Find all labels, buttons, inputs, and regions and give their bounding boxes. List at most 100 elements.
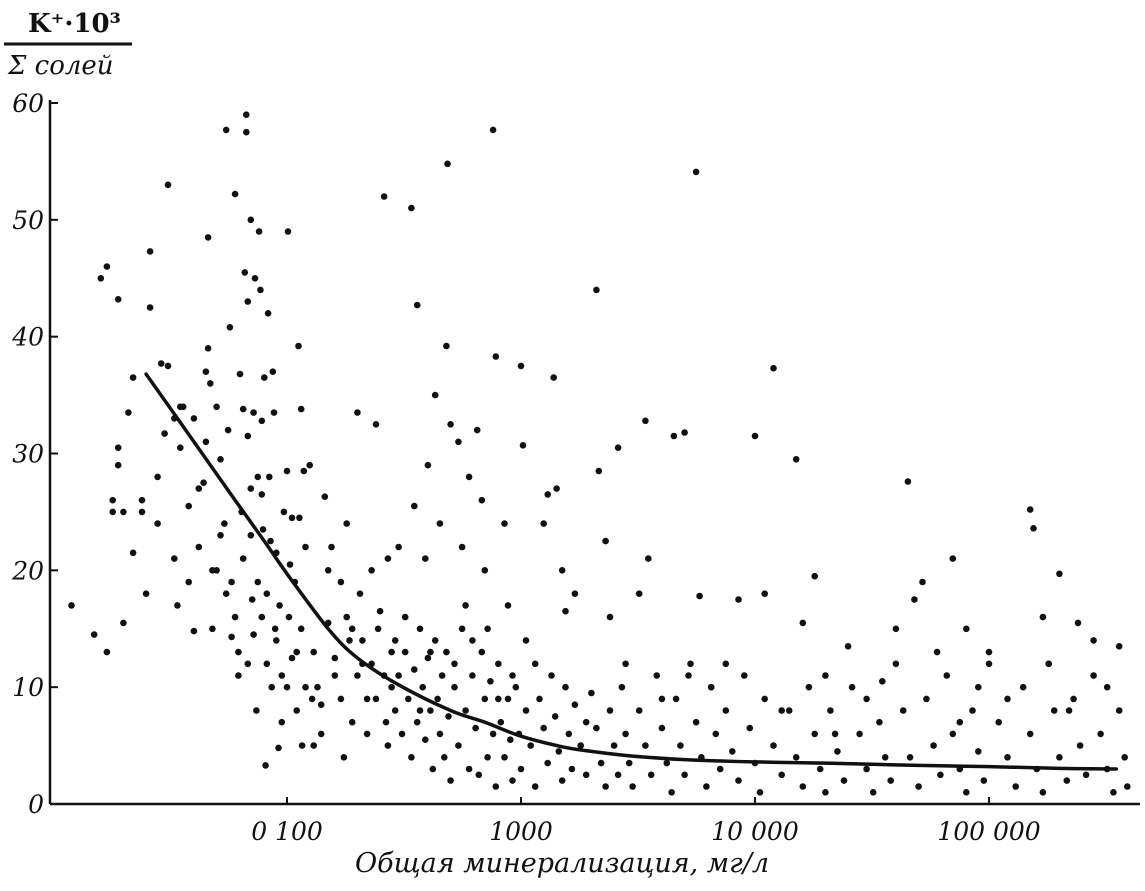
data-point <box>879 678 886 685</box>
trend-curve <box>144 372 1119 771</box>
data-point <box>1026 506 1034 513</box>
data-point <box>447 421 454 428</box>
data-point <box>451 660 458 668</box>
data-point <box>509 777 516 784</box>
data-point <box>995 718 1002 726</box>
data-point <box>1050 707 1058 714</box>
data-point <box>751 432 759 440</box>
data-point <box>114 296 122 303</box>
data-point <box>856 730 863 738</box>
data-point <box>434 695 441 703</box>
data-point <box>391 707 399 714</box>
data-point <box>288 654 296 662</box>
data-point <box>253 707 260 714</box>
data-point <box>562 683 569 691</box>
data-point <box>217 456 224 463</box>
data-point <box>602 537 609 545</box>
data-point <box>177 444 184 452</box>
data-point <box>247 532 255 539</box>
data-point <box>324 567 332 574</box>
data-point <box>672 695 680 703</box>
y-tick-label: 0 <box>28 790 44 819</box>
data-point <box>923 695 930 703</box>
data-point <box>1121 754 1128 761</box>
data-point <box>264 310 272 317</box>
data-point <box>481 695 489 703</box>
data-point <box>1110 789 1117 796</box>
y-axis-ticks: 0 10 20 30 40 50 60 <box>11 89 58 819</box>
data-point <box>582 771 590 779</box>
y-tick-label: 40 <box>11 323 44 352</box>
data-point <box>1115 643 1123 650</box>
data-point <box>602 783 609 790</box>
data-point <box>247 485 255 492</box>
data-point <box>527 742 534 749</box>
data-point <box>235 648 242 656</box>
data-point <box>722 707 730 714</box>
data-point <box>348 718 356 726</box>
data-point <box>413 301 421 309</box>
data-point <box>507 736 514 743</box>
data-point <box>663 759 671 767</box>
data-point <box>241 269 249 276</box>
data-point <box>658 724 666 732</box>
data-point <box>1056 570 1063 578</box>
data-point <box>429 765 437 773</box>
data-point <box>735 596 742 603</box>
data-point <box>692 718 700 726</box>
data-point <box>1004 695 1011 703</box>
data-point <box>190 627 198 635</box>
data-point <box>481 567 489 574</box>
data-point <box>424 654 432 662</box>
data-point <box>239 555 247 562</box>
data-point <box>221 520 228 527</box>
data-point <box>285 613 293 621</box>
data-point <box>681 429 688 436</box>
data-point <box>625 759 633 767</box>
data-point <box>919 578 926 586</box>
y-tick-label: 60 <box>12 89 44 118</box>
data-point <box>368 567 375 574</box>
data-point <box>597 759 605 767</box>
data-point <box>416 625 424 633</box>
data-point <box>668 789 675 796</box>
data-point <box>1115 707 1123 714</box>
data-point <box>263 660 271 668</box>
data-point <box>622 660 629 668</box>
data-point <box>164 181 172 189</box>
data-point <box>571 590 579 597</box>
y-tick-label: 20 <box>11 556 44 585</box>
data-point <box>297 405 305 413</box>
y-axis-label-denominator: Σ солей <box>7 51 114 81</box>
data-point <box>495 695 502 703</box>
data-point <box>906 754 914 761</box>
data-point <box>401 613 409 621</box>
data-point <box>157 360 165 367</box>
data-point <box>892 625 900 633</box>
data-point <box>171 555 178 562</box>
data-point <box>411 502 418 510</box>
data-point <box>302 543 309 551</box>
data-point <box>963 625 970 633</box>
data-point <box>293 707 301 714</box>
data-point <box>540 520 547 527</box>
data-point <box>359 637 366 644</box>
data-point <box>497 718 505 726</box>
data-point <box>475 771 483 779</box>
data-point <box>985 660 993 668</box>
data-point <box>933 648 941 656</box>
data-point <box>207 380 214 387</box>
data-point <box>834 748 841 755</box>
data-point <box>492 783 500 790</box>
data-point <box>391 637 399 644</box>
data-point <box>606 613 614 621</box>
data-point <box>465 765 473 773</box>
data-point <box>653 672 660 679</box>
data-point <box>915 783 922 790</box>
data-point <box>244 432 252 440</box>
data-point <box>424 461 432 469</box>
data-point <box>262 762 269 769</box>
data-point <box>484 754 491 761</box>
data-point <box>328 543 335 551</box>
data-point <box>799 619 807 627</box>
